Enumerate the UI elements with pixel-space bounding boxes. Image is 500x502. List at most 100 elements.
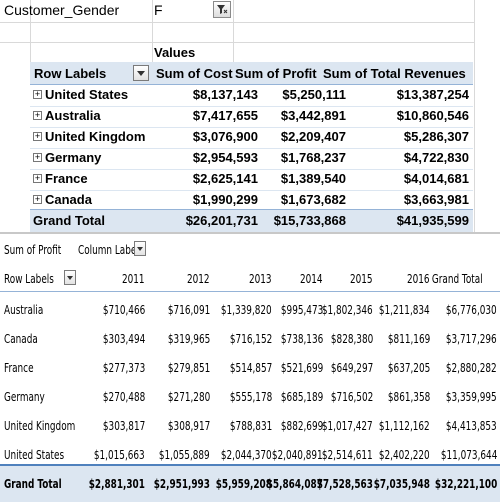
chevron-down-icon [137, 247, 143, 251]
chevron-down-icon [137, 71, 145, 76]
expand-icon[interactable]: + [33, 131, 42, 141]
column-header-band [0, 267, 500, 292]
table-row: France $277,373 $279,851 $514,857 $521,6… [0, 353, 500, 382]
revenue-cell: $3,663,981 [403, 192, 469, 207]
cost-cell: $1,990,299 [192, 192, 258, 207]
cost-cell: $2,625,141 [192, 171, 258, 186]
value-cell: $308,917 [167, 419, 210, 433]
value-cell: $649,297 [330, 361, 373, 375]
column-labels-dropdown[interactable] [134, 241, 146, 256]
row-labels-dropdown[interactable] [133, 65, 149, 81]
row-total-cell: $3,717,296 [446, 332, 497, 346]
grand-total-profit: $15,733,868 [273, 213, 346, 228]
table-row: + Germany $2,954,593 $1,768,237 $4,722,8… [30, 148, 473, 170]
table-row: + Canada $1,990,299 $1,673,682 $3,663,98… [30, 190, 473, 211]
value-cell: $555,178 [229, 390, 272, 404]
grand-total-label: Grand Total [33, 213, 105, 228]
row-label: United Kingdom [45, 129, 146, 144]
row-label: France [4, 361, 34, 375]
row-total-cell: $2,880,282 [446, 361, 497, 375]
gridline [152, 0, 153, 62]
value-cell: $1,017,427 [322, 419, 373, 433]
value-field-label: Sum of Profit [4, 243, 62, 257]
cost-cell: $7,417,655 [192, 108, 258, 123]
grand-total-cell: $2,951,993 [153, 477, 210, 491]
row-label: Canada [4, 332, 38, 346]
table-row: United Kingdom $303,817 $308,917 $788,83… [0, 411, 500, 440]
expand-icon[interactable]: + [33, 194, 42, 204]
filter-value: F [154, 2, 163, 18]
grand-total-cell: $5,864,087 [266, 477, 323, 491]
value-cell: $882,699 [280, 419, 323, 433]
revenue-cell: $4,014,681 [403, 171, 469, 186]
revenue-cell: $5,286,307 [403, 129, 469, 144]
value-cell: $270,488 [102, 390, 145, 404]
year-header: 2014 [300, 272, 323, 286]
grand-total-overall: $32,221,100 [434, 477, 497, 491]
table-row: United States $1,015,663 $1,055,889 $2,0… [0, 440, 500, 469]
grand-total-row: Grand Total $26,201,731 $15,733,868 $41,… [30, 209, 473, 232]
value-cell: $811,169 [387, 332, 430, 346]
filter-dropdown-button[interactable] [213, 1, 231, 18]
expand-icon[interactable]: + [33, 89, 42, 99]
value-cell: $319,965 [167, 332, 210, 346]
value-cell: $2,040,891 [272, 448, 323, 462]
expand-icon[interactable]: + [33, 173, 42, 183]
gridline [474, 0, 475, 232]
row-total-cell: $4,413,853 [446, 419, 497, 433]
year-header: 2011 [122, 272, 145, 286]
revenue-cell: $13,387,254 [396, 87, 469, 102]
expand-icon[interactable]: + [33, 110, 42, 120]
grand-total-label: Grand Total [4, 477, 62, 491]
row-label: Australia [45, 108, 101, 123]
value-cell: $685,189 [280, 390, 323, 404]
table-row: + United States $8,137,143 $5,250,111 $1… [30, 85, 473, 107]
grand-total-column-header: Grand Total [432, 272, 483, 286]
grand-total-cell: $7,528,563 [316, 477, 373, 491]
row-label: United Kingdom [4, 419, 76, 433]
grand-total-cell: $7,035,948 [373, 477, 430, 491]
gridline [233, 0, 234, 62]
column-labels-header: Column Labe [78, 243, 137, 257]
value-cell: $1,211,834 [379, 303, 430, 317]
expand-icon[interactable]: + [33, 152, 42, 162]
grand-total-cost: $26,201,731 [185, 213, 258, 228]
value-cell: $2,514,611 [322, 448, 373, 462]
value-cell: $1,055,889 [159, 448, 210, 462]
revenue-cell: $4,722,830 [403, 150, 469, 165]
value-cell: $1,802,346 [322, 303, 373, 317]
profit-cell: $5,250,111 [282, 87, 346, 102]
row-label: United States [45, 87, 129, 102]
value-cell: $788,831 [229, 419, 272, 433]
year-header: 2012 [187, 272, 210, 286]
table-row: Germany $270,488 $271,280 $555,178 $685,… [0, 382, 500, 411]
profit-by-country-pivot: Customer_Gender F Values Row Labels Sum … [0, 0, 475, 232]
value-cell: $1,015,663 [94, 448, 145, 462]
report-filter: Customer_Gender F [0, 0, 475, 22]
value-cell: $1,339,820 [221, 303, 272, 317]
row-label: Germany [4, 390, 45, 404]
value-cell: $514,857 [229, 361, 272, 375]
column-header-cost: Sum of Cost [156, 66, 233, 81]
value-cell: $738,136 [280, 332, 323, 346]
value-cell: $716,502 [330, 390, 373, 404]
values-header: Values [154, 45, 196, 60]
value-cell: $271,280 [167, 390, 210, 404]
row-label: Canada [45, 192, 92, 207]
grand-total-cell: $5,959,208 [215, 477, 272, 491]
value-cell: $995,473 [280, 303, 323, 317]
column-header-revenue: Sum of Total Revenues [323, 66, 466, 81]
table-row: + France $2,625,141 $1,389,540 $4,014,68… [30, 169, 473, 191]
year-header: 2015 [350, 272, 373, 286]
row-labels-dropdown[interactable] [64, 270, 76, 285]
table-row: + United Kingdom $3,076,900 $2,209,407 $… [30, 127, 473, 149]
year-header: 2013 [249, 272, 272, 286]
row-total-cell: $3,359,995 [446, 390, 497, 404]
profit-cell: $3,442,891 [280, 108, 346, 123]
value-cell: $716,152 [229, 332, 272, 346]
row-label: Australia [4, 303, 44, 317]
row-label: Germany [45, 150, 102, 165]
revenue-cell: $10,860,546 [396, 108, 469, 123]
value-cell: $303,494 [102, 332, 145, 346]
filter-field-label: Customer_Gender [4, 2, 120, 18]
